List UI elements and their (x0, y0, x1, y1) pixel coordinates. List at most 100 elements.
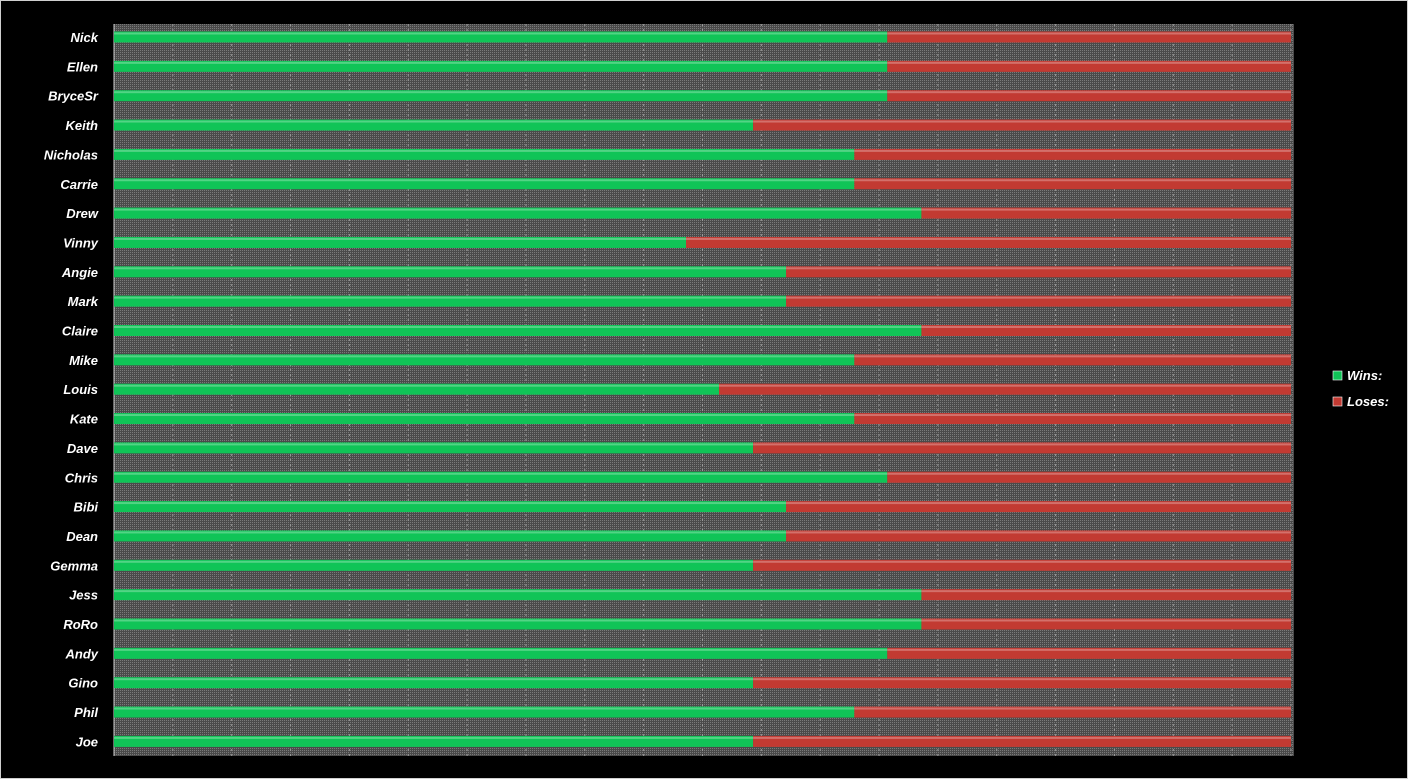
bar-highlight (921, 590, 1291, 593)
category-label: Bibi (73, 500, 98, 515)
category-label: Carrie (60, 177, 98, 192)
category-label: Claire (62, 324, 98, 339)
bar-loses (686, 236, 1291, 248)
category-label: Gino (68, 676, 98, 691)
category-labels: Nick Ellen BryceSr Keith Nicholas Carrie Drew V… (44, 30, 99, 749)
category-label: Mike (69, 353, 98, 368)
bar-highlight (921, 326, 1291, 328)
bar-wins (114, 148, 855, 160)
legend-label-wins[interactable]: Wins: (1347, 368, 1382, 383)
bar-loses (753, 442, 1291, 454)
bar-wins (114, 354, 855, 366)
category-label: Jess (69, 588, 98, 603)
bar-highlight (753, 736, 1291, 739)
bar-loses (887, 60, 1291, 72)
bar-highlight (114, 648, 888, 651)
category-label: Vinny (63, 235, 99, 250)
bar-loses (786, 501, 1291, 513)
bar-loses (887, 90, 1291, 102)
bars (114, 31, 1291, 747)
bar-loses (753, 119, 1291, 131)
category-label: Drew (66, 206, 99, 221)
bar-highlight (114, 61, 888, 64)
bar-loses (854, 413, 1291, 425)
bar-wins (114, 471, 888, 483)
bar-loses (718, 383, 1291, 395)
bar-highlight (114, 355, 855, 358)
bar-wins (114, 706, 855, 718)
bar-highlight (854, 179, 1291, 182)
category-label: RoRo (63, 617, 98, 632)
bar-loses (921, 589, 1291, 601)
bar-highlight (114, 91, 888, 94)
bar-loses (786, 266, 1291, 278)
bar-highlight (114, 384, 719, 387)
bar-highlight (718, 384, 1291, 387)
bar-highlight (114, 414, 855, 417)
legend[interactable]: Wins: Loses: (1332, 368, 1389, 409)
bar-wins (114, 647, 888, 659)
bar-loses (887, 647, 1291, 659)
bar-wins (114, 236, 687, 248)
category-label: Kate (70, 412, 98, 427)
bar-highlight (114, 531, 787, 534)
bar-loses (887, 471, 1291, 483)
bar-wins (114, 559, 754, 571)
bar-highlight (887, 648, 1291, 651)
bar-highlight (854, 707, 1291, 710)
bar-loses (854, 706, 1291, 718)
bar-highlight (921, 619, 1291, 622)
bar-loses (753, 559, 1291, 571)
bar-highlight (753, 678, 1291, 681)
bar-highlight (114, 120, 754, 123)
category-label: Dave (67, 441, 98, 456)
bar-highlight (114, 678, 754, 681)
bar-wins (114, 60, 888, 72)
bar-highlight (114, 267, 787, 270)
bar-highlight (114, 472, 888, 475)
bar-highlight (114, 208, 922, 211)
bar-highlight (114, 326, 922, 328)
bar-wins (114, 530, 787, 542)
bar-loses (921, 207, 1291, 219)
category-label: Mark (68, 294, 99, 309)
bar-highlight (854, 414, 1291, 417)
bar-wins (114, 119, 754, 131)
bar-wins (114, 295, 787, 307)
category-label: Nicholas (44, 147, 98, 162)
bar-loses (921, 618, 1291, 630)
bar-loses (786, 295, 1291, 307)
bar-loses (753, 677, 1291, 689)
bar-wins (114, 589, 922, 601)
bar-highlight (887, 472, 1291, 475)
bar-highlight (786, 502, 1291, 505)
bar-highlight (786, 531, 1291, 534)
bar-wins (114, 413, 855, 425)
bar-loses (854, 148, 1291, 160)
category-label: Joe (76, 734, 98, 749)
bar-loses (854, 354, 1291, 366)
legend-label-loses[interactable]: Loses: (1347, 394, 1389, 409)
bar-wins (114, 442, 754, 454)
bar-highlight (114, 590, 922, 593)
bar-highlight (887, 32, 1291, 35)
category-label: Ellen (67, 59, 98, 74)
bar-highlight (114, 736, 754, 739)
bar-loses (854, 178, 1291, 190)
bar-highlight (854, 355, 1291, 358)
category-label: Andy (65, 646, 99, 661)
bar-highlight (114, 443, 754, 446)
bar-highlight (854, 149, 1291, 152)
bar-highlight (753, 560, 1291, 563)
bar-wins (114, 325, 922, 336)
bar-wins (114, 31, 888, 43)
category-label: Chris (65, 470, 98, 485)
bar-highlight (114, 32, 888, 35)
category-label: Louis (63, 382, 98, 397)
category-label: Phil (74, 705, 98, 720)
bar-highlight (786, 296, 1291, 299)
bar-highlight (921, 208, 1291, 211)
category-label: BryceSr (48, 89, 99, 104)
bar-highlight (114, 179, 855, 182)
bar-highlight (114, 619, 922, 622)
